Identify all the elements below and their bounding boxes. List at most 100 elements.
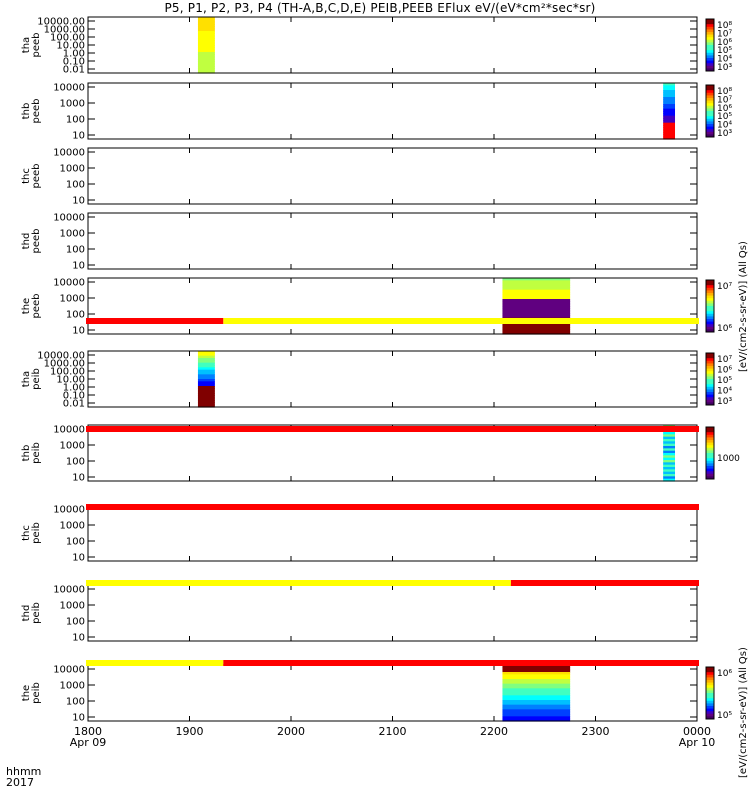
- colorbar-swatch: [706, 321, 714, 325]
- spectrogram-cell: [663, 462, 676, 466]
- spectrogram-cell: [663, 90, 676, 93]
- colorbar-tick-label: 10⁶: [717, 38, 732, 48]
- colorbar-swatch: [706, 131, 714, 135]
- spectrogram-cell: [197, 360, 215, 364]
- colorbar-swatch: [706, 384, 714, 388]
- colorbar-swatch: [706, 121, 714, 125]
- spectrogram-cell: [197, 42, 215, 46]
- colorbar-swatch: [706, 473, 714, 477]
- spectrogram-cell: [502, 287, 571, 291]
- colorbar-swatch: [706, 295, 714, 299]
- spectrogram-cell: [502, 704, 571, 708]
- spectrogram-cell: [197, 17, 215, 20]
- spectrogram-cell: [197, 381, 215, 385]
- y-tick-label: 10.00: [56, 41, 85, 52]
- spectrogram-cell: [502, 695, 571, 699]
- y-tick-label: 100.00: [50, 33, 85, 44]
- colorbar-swatch: [706, 695, 714, 699]
- colorbar-swatch: [706, 126, 714, 130]
- spectrogram-cell: [197, 21, 215, 25]
- spectrogram-cell: [502, 700, 571, 703]
- spectrogram-cell: [663, 441, 676, 445]
- colorbar-swatch: [706, 366, 714, 370]
- colorbar-tick-label: 10⁴: [717, 121, 732, 131]
- spectrogram-cell: [502, 282, 571, 286]
- spectrogram-cell: [502, 665, 571, 668]
- panel-frame: [87, 350, 698, 408]
- colorbar-tick-label: 10⁶: [717, 669, 732, 679]
- spectrogram-cell: [663, 448, 676, 452]
- spectrogram-cell: [197, 26, 215, 30]
- spectrogram-cell: [502, 709, 571, 713]
- spectrogram-cell: [502, 329, 571, 333]
- colorbar-swatch: [706, 29, 714, 33]
- spectrogram-cell: [197, 63, 215, 67]
- mode-bar-segment: [510, 580, 699, 586]
- y-tick-label: 0.01: [63, 399, 85, 410]
- panel-y-label: thd peib: [21, 602, 42, 624]
- colorbar-swatch: [706, 402, 714, 406]
- panel-y-label: the peib: [21, 682, 42, 704]
- y-tick-label: 1.00: [63, 383, 85, 394]
- colorbar-swatch: [706, 111, 714, 115]
- spectrogram-cell: [502, 278, 571, 281]
- x-tick-label: 0000: [683, 725, 711, 738]
- colorbar-swatch: [706, 103, 714, 107]
- colorbar-swatch: [706, 392, 714, 396]
- colorbar-swatch: [706, 682, 714, 686]
- y-tick-label: 0.10: [63, 57, 85, 68]
- colorbar-swatch: [706, 39, 714, 43]
- spectrogram-cell: [197, 353, 215, 357]
- spectrogram-cell: [197, 28, 215, 32]
- y-tick-label: 100: [66, 617, 85, 628]
- spectrogram-cell: [663, 118, 676, 121]
- spectrogram-cell: [502, 683, 571, 687]
- spectrogram-cell: [663, 446, 676, 449]
- colorbar-swatch: [706, 466, 714, 470]
- colorbar-swatch: [706, 105, 714, 109]
- colorbar-swatch: [706, 429, 714, 433]
- spectrogram-cell: [502, 711, 571, 715]
- spectrogram-cell: [197, 24, 215, 27]
- colorbar-swatch: [706, 34, 714, 38]
- panel-frame: [87, 664, 698, 722]
- panel-y-label: thb peib: [21, 442, 42, 464]
- x-tick-label: 2100: [379, 725, 407, 738]
- colorbar-swatch: [706, 26, 714, 30]
- colorbar-tick-label: 10³: [717, 63, 732, 73]
- panel-y-label: tha peeb: [21, 32, 42, 58]
- y-tick-label: 1000.00: [44, 359, 85, 370]
- spectrogram-cell: [197, 367, 215, 371]
- colorbar-swatch: [706, 360, 714, 364]
- mode-bar-segment: [86, 318, 224, 324]
- spectrogram-cell: [197, 19, 215, 23]
- spectrogram-cell: [663, 104, 676, 107]
- spectrogram-cell: [663, 439, 676, 442]
- y-tick-label: 1000: [60, 681, 85, 692]
- colorbar-swatch: [706, 716, 714, 720]
- colorbar-swatch: [706, 368, 714, 372]
- colorbar-swatch: [706, 442, 714, 446]
- spectrogram-cell: [502, 299, 571, 302]
- x-tick-label: 2200: [480, 725, 508, 738]
- colorbar-swatch: [706, 427, 714, 431]
- spectrogram-cell: [197, 404, 215, 408]
- panel-y-label: thb peeb: [21, 98, 42, 124]
- y-tick-label: 1000: [60, 441, 85, 452]
- colorbar-swatch: [706, 55, 714, 59]
- footer-hhmm: hhmm: [6, 765, 42, 778]
- y-tick-label: 1000: [60, 99, 85, 110]
- colorbar-swatch: [706, 355, 714, 359]
- spectrogram-cell: [197, 54, 215, 58]
- colorbar-swatch: [706, 690, 714, 694]
- panel-frame: [87, 16, 698, 74]
- spectrogram-cell: [502, 303, 571, 307]
- colorbar-swatch: [706, 397, 714, 401]
- panel-frame: [87, 147, 698, 205]
- spectrogram-cell: [663, 136, 676, 140]
- spectrogram-cell: [197, 70, 215, 74]
- mode-bar-segment: [86, 426, 699, 432]
- spectrogram-cell: [197, 386, 215, 389]
- spectrogram-cell: [502, 331, 571, 335]
- colorbar-swatch: [706, 687, 714, 691]
